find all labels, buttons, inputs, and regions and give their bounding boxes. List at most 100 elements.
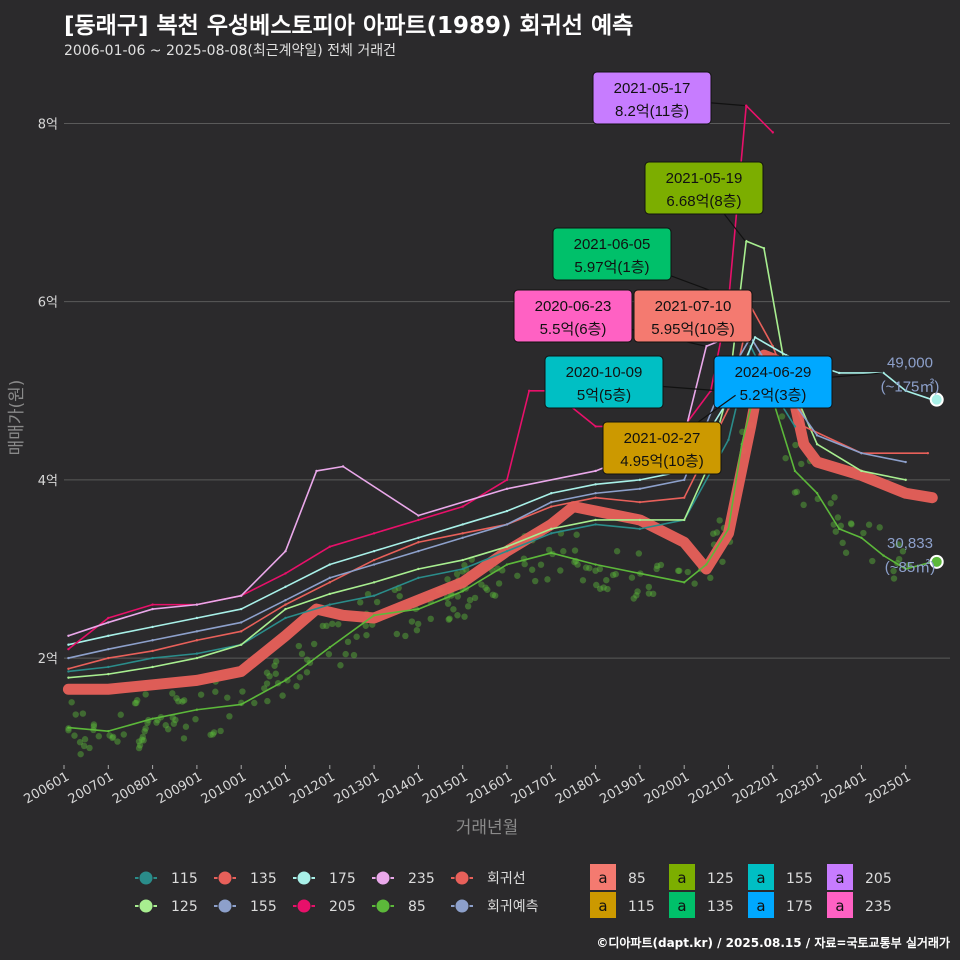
data-point: [315, 469, 318, 473]
data-point: [195, 603, 199, 606]
data-point: [195, 616, 199, 620]
x-tick-label: 201301: [332, 769, 382, 807]
scatter-point: [114, 738, 121, 745]
end-point: [929, 554, 944, 569]
legend-dot-key: [138, 898, 154, 914]
scatter-point: [153, 719, 160, 726]
legend-line-label: 회귀선: [487, 871, 526, 887]
annotation-date: 2021-05-17: [614, 80, 691, 97]
data-point: [284, 603, 287, 606]
data-point: [372, 594, 376, 597]
scatter-point: [604, 585, 611, 593]
scatter-point: [120, 731, 127, 738]
data-point: [727, 527, 730, 531]
scatter-point: [272, 658, 280, 665]
data-point: [926, 451, 930, 455]
scatter-point: [310, 640, 318, 648]
y-axis-label: 매매가(원): [7, 380, 27, 456]
legend-line-label: 205: [329, 899, 356, 915]
credit-footer: ©디아파트(dapt.kr) / 2025.08.15 / 자료=국토교통부 실…: [596, 936, 950, 950]
legend-label-name: 235: [865, 899, 892, 915]
scatter-point: [373, 598, 381, 606]
data-point: [638, 518, 642, 522]
data-point: [815, 492, 819, 495]
scatter-point: [172, 716, 179, 724]
annotation-date: 2021-07-10: [655, 298, 732, 315]
annotation-value: 4.95억(10층): [620, 453, 703, 470]
legend-label-key: [669, 892, 695, 918]
scatter-point: [454, 612, 461, 619]
scatter-point: [600, 584, 607, 591]
scatter-point: [869, 557, 876, 565]
data-point: [638, 487, 642, 490]
annotation-2021-07-10: 2021-07-10 5.95억(10층): [633, 289, 753, 343]
scatter-point: [239, 688, 246, 695]
annotation-2021-05-17: 2021-05-17 8.2억(11층): [592, 71, 745, 125]
scatter-point: [676, 567, 683, 574]
scatter-point: [895, 541, 902, 548]
data-point: [505, 549, 509, 553]
legend-line-label: 115: [171, 871, 198, 887]
data-point: [107, 621, 110, 624]
scatter-point: [579, 577, 587, 584]
data-point: [527, 389, 531, 392]
annotation-box: [592, 71, 712, 125]
scatter-point: [450, 606, 457, 613]
scatter-point: [90, 723, 98, 730]
annotation-date: 2021-02-27: [624, 430, 701, 447]
x-tick-label: 200601: [22, 769, 72, 807]
data-point: [417, 549, 420, 553]
data-point: [904, 567, 907, 571]
data-point: [195, 630, 199, 633]
scatter-point: [181, 697, 188, 704]
scatter-point: [393, 630, 401, 638]
data-point: [151, 607, 154, 611]
x-tick-label: 200801: [110, 769, 160, 807]
scatter-point: [847, 520, 855, 527]
scatter-point: [865, 521, 873, 528]
scatter-point: [491, 592, 499, 599]
legend-label-key: [590, 864, 616, 890]
x-tick-label: 201601: [465, 769, 515, 807]
scatter-point: [827, 500, 834, 507]
y-tick-label: 8억: [38, 117, 58, 132]
annotation-box: [633, 289, 753, 343]
data-point: [904, 478, 907, 482]
scatter-point: [135, 738, 143, 745]
data-point: [107, 729, 110, 733]
data-point: [328, 603, 331, 606]
data-point: [815, 434, 819, 437]
scatter-point: [226, 713, 233, 720]
annotation-value: 5.5억(6층): [540, 321, 607, 338]
scatter-point: [279, 692, 286, 699]
data-point: [107, 656, 110, 660]
scatter-point: [169, 690, 176, 697]
x-tick-label: 202501: [863, 769, 913, 807]
x-tick-label: 202401: [819, 769, 869, 807]
scatter-point: [350, 651, 358, 659]
scatter-point: [782, 454, 789, 462]
scatter-point: [895, 555, 903, 563]
annotation-2021-05-19: 2021-05-19 6.68억(8층): [644, 161, 764, 242]
data-point: [594, 563, 597, 566]
data-point: [505, 478, 509, 482]
scatter-point: [592, 567, 599, 574]
data-point: [67, 647, 70, 651]
data-point: [328, 646, 331, 649]
scatter-point: [793, 488, 801, 496]
legend-key-glyph: a: [598, 897, 607, 915]
legend-line-label: 235: [408, 871, 435, 887]
scatter-point: [466, 596, 474, 604]
scatter-point: [461, 613, 468, 620]
scatter-point: [544, 576, 551, 583]
scatter-point: [81, 736, 89, 743]
legend-dot-key: [217, 898, 233, 914]
scatter-point: [175, 698, 182, 705]
scatter-point: [207, 731, 214, 738]
scatter-point: [261, 685, 268, 692]
scatter-point: [609, 571, 617, 579]
data-point: [594, 492, 597, 495]
data-point: [461, 505, 464, 508]
data-point: [793, 425, 797, 428]
